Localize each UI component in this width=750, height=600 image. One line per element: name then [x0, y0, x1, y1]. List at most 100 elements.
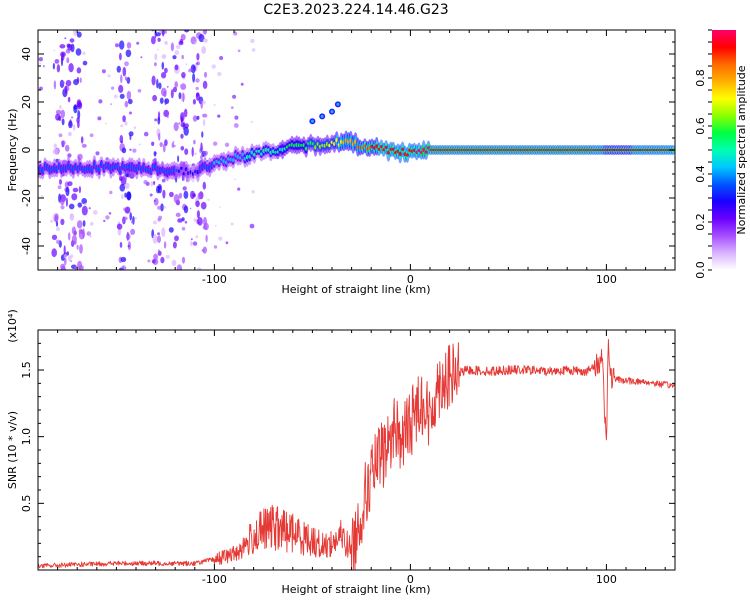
- spectrogram-panel: -100 0 100 -40 -20 0 20 40 Height of straight l…: [6, 29, 676, 296]
- spectrogram-noise-dot: [76, 76, 80, 83]
- spectrogram-noise-dot: [128, 131, 134, 137]
- spectrogram-noise-dot: [250, 38, 255, 44]
- spectrogram-noise-dot: [60, 218, 65, 226]
- spectrogram-noise-dot: [157, 249, 160, 252]
- spectrogram-noise-dot: [157, 185, 162, 194]
- spectrogram-noise-dot: [171, 142, 175, 148]
- spectrogram-noise-dot: [69, 38, 75, 43]
- spectrogram-noise-dot: [71, 226, 76, 235]
- y-tick-label: -40: [20, 237, 33, 255]
- spectrogram-noise-dot: [58, 133, 63, 138]
- spectrogram-noise-dot: [196, 53, 200, 61]
- spectrogram-noise-dot: [77, 202, 83, 208]
- spectrogram-noise-dot: [59, 105, 62, 110]
- spectrogram-noise-dot: [181, 54, 184, 60]
- spectrogram-noise-dot: [160, 203, 164, 212]
- spectrogram-noise-dot: [192, 66, 195, 70]
- spectrogram-noise-dot: [157, 235, 161, 243]
- spectrogram-noise-dot: [56, 64, 61, 73]
- spectrogram-noise-dot: [121, 194, 124, 199]
- figure-title: C2E3.2023.224.14.46.G23: [263, 2, 448, 18]
- spectrogram-noise-dot: [240, 82, 244, 86]
- spectrogram-noise-dot: [101, 69, 106, 74]
- spectrogram-noise-dot: [181, 72, 186, 78]
- spectrogram-branch-core: [330, 110, 334, 114]
- spectrogram-noise-dot: [198, 222, 201, 224]
- spectrogram-noise-dot: [180, 146, 185, 151]
- spectrogram-noise-dot: [175, 212, 181, 217]
- spectrogram-noise-dot: [191, 146, 194, 157]
- spectrogram-noise-dot: [157, 205, 162, 210]
- colorbar-label: Normalized spectral amplitude: [735, 65, 748, 234]
- spectrogram-noise-dot: [68, 203, 75, 210]
- spectrogram-noise-dot: [156, 78, 159, 89]
- spectrogram-noise-dot: [196, 115, 200, 120]
- spectrogram-noise-dot: [234, 115, 239, 120]
- spectrogram-noise-dot: [205, 234, 208, 243]
- x-tick-label: 0: [407, 273, 414, 286]
- y-tick-label: -20: [20, 189, 33, 207]
- spectrogram-noise-dot: [201, 46, 207, 54]
- spectrogram-noise-dot: [182, 111, 187, 116]
- spectrogram-noise-dot: [103, 219, 106, 223]
- x-tick-label: 100: [596, 273, 617, 286]
- spectrogram-noise-dot: [151, 259, 156, 264]
- spectrogram-noise-dot: [153, 181, 156, 185]
- spectrogram-noise-dot: [251, 190, 255, 194]
- spectrogram-noise-dot: [213, 104, 216, 106]
- spectrogram-noise-dot: [68, 232, 71, 241]
- spectrogram-noise-dot: [81, 198, 87, 205]
- spectrogram-noise-dot: [140, 56, 143, 59]
- spectrogram-noise-dot: [192, 241, 198, 246]
- spectrogram-noise-dot: [89, 222, 94, 226]
- spectrogram-noise-dot: [164, 40, 168, 45]
- spectrogram-noise-dot: [76, 67, 82, 74]
- spectrogram-noise-dot: [60, 140, 66, 146]
- spectrogram-noise-dot: [184, 220, 188, 224]
- spectrogram-noise-dot: [155, 32, 161, 37]
- spectrogram-noise-dot: [201, 100, 206, 105]
- spectrogram-noise-dot: [126, 42, 132, 49]
- spectrogram-noise-dot: [202, 38, 208, 43]
- spectrogram-noise-dot: [230, 222, 234, 226]
- spectrogram-noise-dot: [76, 244, 79, 250]
- spectrogram-noise-dot: [151, 141, 155, 146]
- spectrogram-noise-dot: [124, 266, 127, 269]
- spectrogram-noise-dot: [53, 143, 57, 149]
- spectrogram-noise-dot: [149, 193, 153, 197]
- spectrogram-noise-dot: [80, 136, 84, 144]
- spectrogram-noise-dot: [120, 256, 127, 263]
- spectrogram-noise-dot: [153, 253, 159, 260]
- spectrogram-noise-dot: [127, 98, 133, 105]
- spectrogram-noise-dot: [66, 251, 69, 256]
- spectrogram-noise-dot: [183, 190, 189, 199]
- spectrogram-noise-dot: [118, 84, 124, 93]
- spectrogram-noise-dot: [161, 72, 167, 79]
- spectrogram-noise-dot: [79, 244, 83, 254]
- spectrogram-noise-dot: [161, 54, 167, 59]
- spectrogram-noise-dot: [162, 189, 166, 199]
- spectrogram-noise-dot: [207, 198, 210, 201]
- x-tick-label: -100: [202, 273, 227, 286]
- spectrogram-noise-dot: [180, 83, 187, 90]
- spectrogram-noise-dot: [60, 205, 65, 210]
- spectrogram-noise-dot: [158, 82, 162, 90]
- spectrogram-noise-dot: [174, 81, 178, 88]
- spectrogram-noise-dot: [200, 142, 203, 153]
- spectrogram-noise-dot: [163, 206, 166, 209]
- spectrogram-noise-dot: [76, 99, 82, 108]
- spectrogram-noise-dot: [225, 241, 229, 245]
- spectrogram-noise-dot: [151, 36, 156, 45]
- spectrogram-noise-dot: [180, 33, 186, 41]
- spectrogram-noise-dot: [183, 126, 189, 136]
- spectrogram-noise-dot: [157, 250, 162, 256]
- spectrogram-noise-dot: [82, 220, 86, 227]
- spectrogram-noise-dot: [63, 245, 66, 256]
- spectrogram-noise-dot: [122, 66, 127, 77]
- spectrogram-noise-dot: [202, 181, 206, 190]
- spectrogram-noise-dot: [120, 140, 124, 144]
- spectrogram-noise-dot: [81, 205, 88, 216]
- spectrogram-noise-dot: [197, 192, 202, 200]
- spectrogram-noise-dot: [119, 183, 126, 192]
- spectrogram-noise-dot: [237, 187, 241, 191]
